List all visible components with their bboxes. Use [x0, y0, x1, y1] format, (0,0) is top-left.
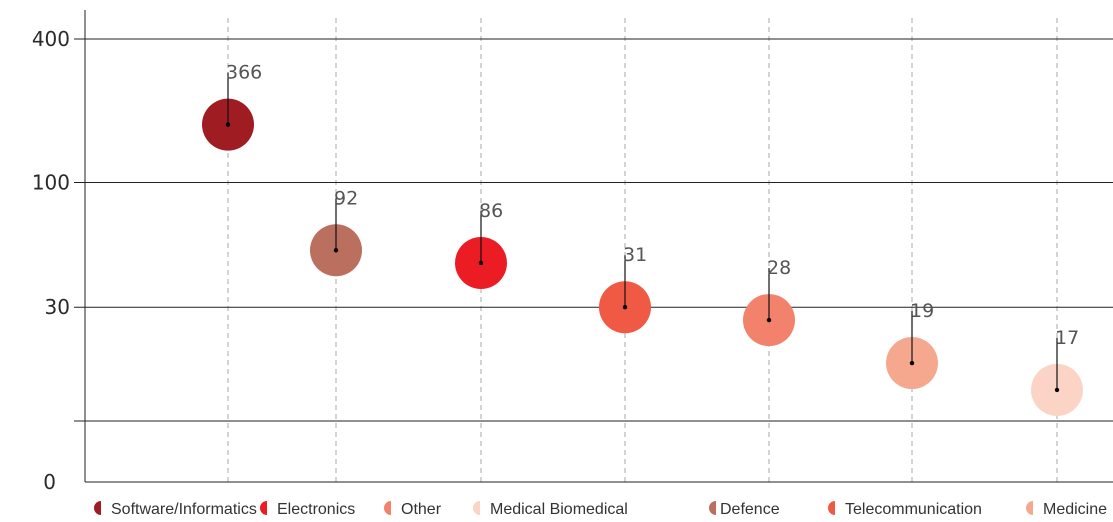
center-dot	[333, 248, 339, 253]
legend-entry: Electronics	[260, 501, 355, 518]
data-label: 31	[623, 244, 647, 266]
legend-entry: Other	[384, 501, 442, 518]
legend-entry: Telecommunication	[828, 501, 982, 518]
legend-swatch	[473, 501, 480, 515]
data-label: 366	[226, 62, 262, 84]
data-label: 92	[334, 187, 358, 209]
data-points: 366 92 86 31 28 19 17	[202, 62, 1083, 416]
legend-swatch	[828, 501, 835, 515]
data-label: 86	[479, 200, 503, 222]
y-axis: 400 100 30 0	[32, 10, 1113, 494]
center-dot	[1054, 387, 1060, 393]
y-tick-label: 100	[32, 171, 70, 195]
y-tick-label: 400	[32, 27, 70, 51]
y-tick-label-zero: 0	[43, 470, 56, 494]
legend-swatch	[1026, 501, 1033, 515]
center-dot	[909, 360, 915, 366]
center-dot	[622, 305, 628, 310]
legend-swatch	[709, 501, 716, 515]
legend-swatch	[384, 501, 391, 515]
y-tick-label: 30	[45, 295, 70, 319]
legend-entry: Software/Informatics	[94, 501, 257, 518]
center-dot	[225, 122, 231, 127]
center-dot	[478, 260, 484, 266]
legend-label: Software/Informatics	[111, 501, 257, 518]
center-dot	[766, 317, 772, 323]
data-label: 19	[910, 300, 934, 322]
legend-label: Telecommunication	[845, 501, 982, 518]
data-point: 86	[455, 200, 507, 289]
legend: Software/Informatics Electronics Other Medi…	[94, 501, 1107, 518]
legend-label: Medicine	[1043, 501, 1107, 518]
data-point: 28	[743, 257, 795, 347]
data-label: 17	[1055, 327, 1079, 349]
data-point: 31	[599, 244, 651, 334]
legend-entry: Medicine	[1026, 501, 1107, 518]
legend-label: Defence	[720, 501, 780, 518]
legend-label: Other	[401, 501, 442, 518]
legend-label: Medical Biomedical	[490, 501, 628, 518]
legend-label: Electronics	[277, 501, 355, 518]
data-point: 17	[1031, 327, 1083, 416]
data-point: 92	[310, 187, 362, 277]
data-label: 28	[767, 257, 791, 279]
legend-swatch	[94, 501, 101, 515]
grid	[74, 18, 1113, 482]
legend-entry: Medical Biomedical	[473, 501, 628, 518]
data-point: 366	[202, 62, 262, 151]
legend-entry: Defence	[709, 501, 780, 518]
data-point: 19	[886, 300, 938, 390]
legend-swatch	[260, 501, 267, 515]
